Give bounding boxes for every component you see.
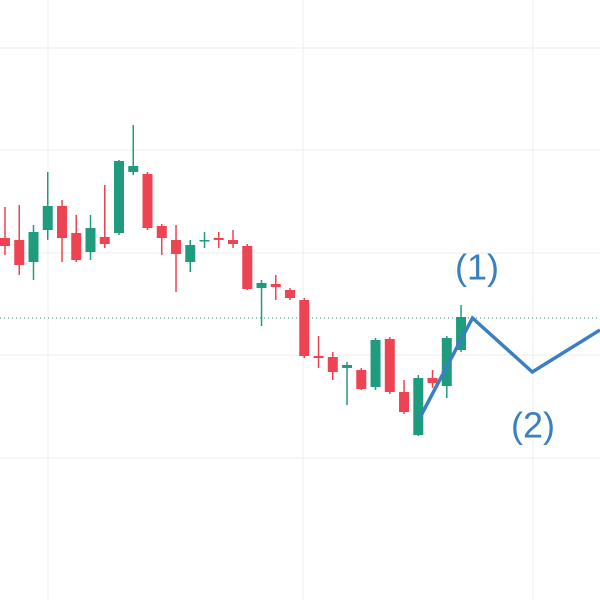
candle-body xyxy=(28,232,39,262)
candle-body xyxy=(285,290,296,298)
candle-body xyxy=(171,240,182,254)
wave-line xyxy=(418,315,600,419)
candle-body xyxy=(0,238,10,246)
candle-body xyxy=(327,357,338,372)
candle-body xyxy=(71,233,82,260)
candle-body xyxy=(213,238,224,240)
wave-label: (1) xyxy=(455,247,499,288)
candle-body xyxy=(156,226,167,238)
candle-body xyxy=(270,284,281,287)
candle-body xyxy=(42,206,53,230)
candle-body xyxy=(99,237,110,244)
candle-body xyxy=(128,166,139,172)
candle-body xyxy=(85,228,96,252)
candle-body xyxy=(399,392,410,412)
candle-body xyxy=(456,317,467,350)
wave-label: (2) xyxy=(511,405,555,446)
candle-body xyxy=(56,206,67,238)
candle-body xyxy=(313,356,324,358)
candle-body xyxy=(185,245,196,262)
candle-body xyxy=(356,370,367,389)
candle-body xyxy=(256,283,267,288)
candle-body xyxy=(370,340,381,387)
candle-body xyxy=(142,174,153,228)
candle-body xyxy=(242,246,253,289)
candle-body xyxy=(299,300,310,356)
candle-body xyxy=(441,338,452,386)
candle-body xyxy=(427,378,438,383)
candle-body xyxy=(228,240,239,244)
candle-body xyxy=(413,378,424,435)
candle-body xyxy=(384,339,395,392)
candle-body xyxy=(199,240,210,242)
candle-body xyxy=(342,365,353,368)
candle-body xyxy=(14,240,25,265)
candle-body xyxy=(114,161,125,233)
